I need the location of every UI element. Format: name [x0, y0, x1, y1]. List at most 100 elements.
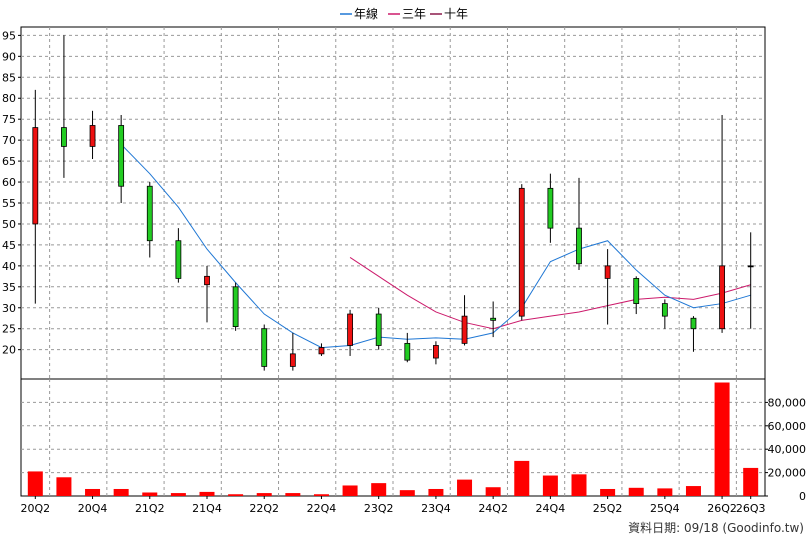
volume-bar [571, 474, 587, 496]
x-tick-label: 26Q3 [736, 502, 766, 515]
price-tick-label: 50 [2, 218, 16, 231]
candle-body [690, 317, 697, 330]
candle-body [576, 227, 582, 265]
candle [404, 332, 411, 363]
x-tick-label: 23Q4 [421, 502, 451, 515]
price-tick-label: 25 [2, 323, 16, 336]
volume-bar [228, 494, 244, 496]
price-tick-label: 55 [2, 197, 16, 210]
price-tick-label: 90 [2, 50, 16, 63]
candle [633, 276, 640, 315]
year-line [120, 143, 751, 349]
volume-bar [313, 494, 329, 496]
volume-bar [657, 488, 673, 496]
volume-bar [542, 475, 558, 496]
price-tick-label: 30 [2, 302, 16, 315]
candle [204, 265, 210, 323]
x-tick-label: 25Q2 [593, 502, 623, 515]
candle-body [547, 187, 554, 229]
x-tick-label: 22Q2 [249, 502, 279, 515]
candle [661, 299, 668, 329]
candle-body [32, 127, 39, 225]
x-tick-label: 26Q2 [707, 502, 737, 515]
candle-body [118, 125, 125, 187]
volume-bar [485, 487, 501, 496]
candle [32, 89, 39, 304]
price-tick-label: 95 [2, 29, 16, 42]
x-tick-label: 25Q4 [650, 502, 680, 515]
volume-plot-area [20, 378, 766, 497]
volume-tick-label: 20,000 [768, 467, 807, 480]
volume-bar [399, 490, 415, 496]
volume-tick-label: 60,000 [768, 420, 807, 433]
candle [318, 343, 325, 356]
volume-bar [428, 488, 444, 496]
x-tick-label: 22Q4 [307, 502, 337, 515]
legend-label-year: 年線 [354, 6, 378, 21]
candle [747, 232, 754, 329]
price-tick-label: 75 [2, 113, 16, 126]
candle [118, 115, 125, 203]
candle-body [490, 317, 497, 321]
candle [375, 307, 382, 350]
price-tick-label: 60 [2, 176, 16, 189]
volume-tick-label: 0 [799, 490, 806, 503]
volume-bar [142, 492, 158, 496]
x-tick-label: 24Q2 [478, 502, 508, 515]
x-axis-labels: 20Q2 20Q4 21Q2 21Q4 22Q2 22Q4 23Q2 23Q4 24Q2 24Q4… [20, 496, 766, 515]
candle-body [204, 275, 210, 286]
candle-body [719, 265, 725, 330]
candle [461, 295, 468, 346]
candle [433, 341, 439, 365]
legend-label-10year: 十年 [444, 7, 468, 21]
price-tick-label: 40 [2, 260, 16, 273]
candle [576, 177, 582, 271]
candle-body [404, 342, 411, 361]
candle-body [318, 347, 325, 355]
volume-bar [342, 485, 358, 496]
volume-bar [600, 488, 616, 496]
candle [490, 301, 497, 338]
volume-bar [457, 479, 473, 496]
candle-body [461, 315, 468, 344]
candle-body [232, 286, 239, 328]
volume-panel: 0 20,000 40,000 60,000 80,000 [20, 378, 807, 503]
three-year-line [349, 257, 751, 330]
candle [719, 115, 725, 333]
candle [232, 282, 239, 331]
x-tick-label: 24Q4 [536, 502, 566, 515]
x-tick-label: 23Q2 [364, 502, 394, 515]
candle-body [604, 265, 611, 279]
volume-bar [285, 493, 301, 496]
candle [261, 324, 268, 371]
candle-body [375, 313, 382, 346]
candle [89, 110, 96, 159]
candle [61, 35, 67, 178]
volume-bar [27, 471, 43, 496]
volume-bar [685, 486, 701, 496]
candle-body [347, 313, 353, 346]
volume-bars [27, 382, 759, 496]
candle-body [261, 328, 268, 367]
candle-body [61, 127, 67, 147]
volume-tick-label: 80,000 [768, 396, 807, 409]
volume-bar [514, 460, 530, 496]
legend-label-3year: 三年 [402, 7, 426, 21]
volume-grid [21, 401, 765, 474]
volume-bar [256, 493, 272, 496]
candle [146, 182, 153, 258]
volume-vertical-grid [49, 379, 737, 496]
price-tick-label: 70 [2, 134, 16, 147]
candle-body [518, 187, 525, 317]
price-panel: 20 25 30 35 40 45 50 55 60 65 70 75 80 85 90 95 [2, 26, 766, 380]
candle-body [89, 125, 96, 147]
volume-bar [56, 477, 72, 496]
volume-bar [628, 487, 644, 496]
candle-body [289, 353, 296, 367]
legend: 年線 三年 十年 [340, 6, 468, 21]
data-date-footer: 資料日期: 09/18 (Goodinfo.tw) [628, 521, 804, 535]
candle-body [633, 278, 640, 304]
volume-bar [714, 382, 730, 496]
x-tick-label: 21Q4 [192, 502, 222, 515]
